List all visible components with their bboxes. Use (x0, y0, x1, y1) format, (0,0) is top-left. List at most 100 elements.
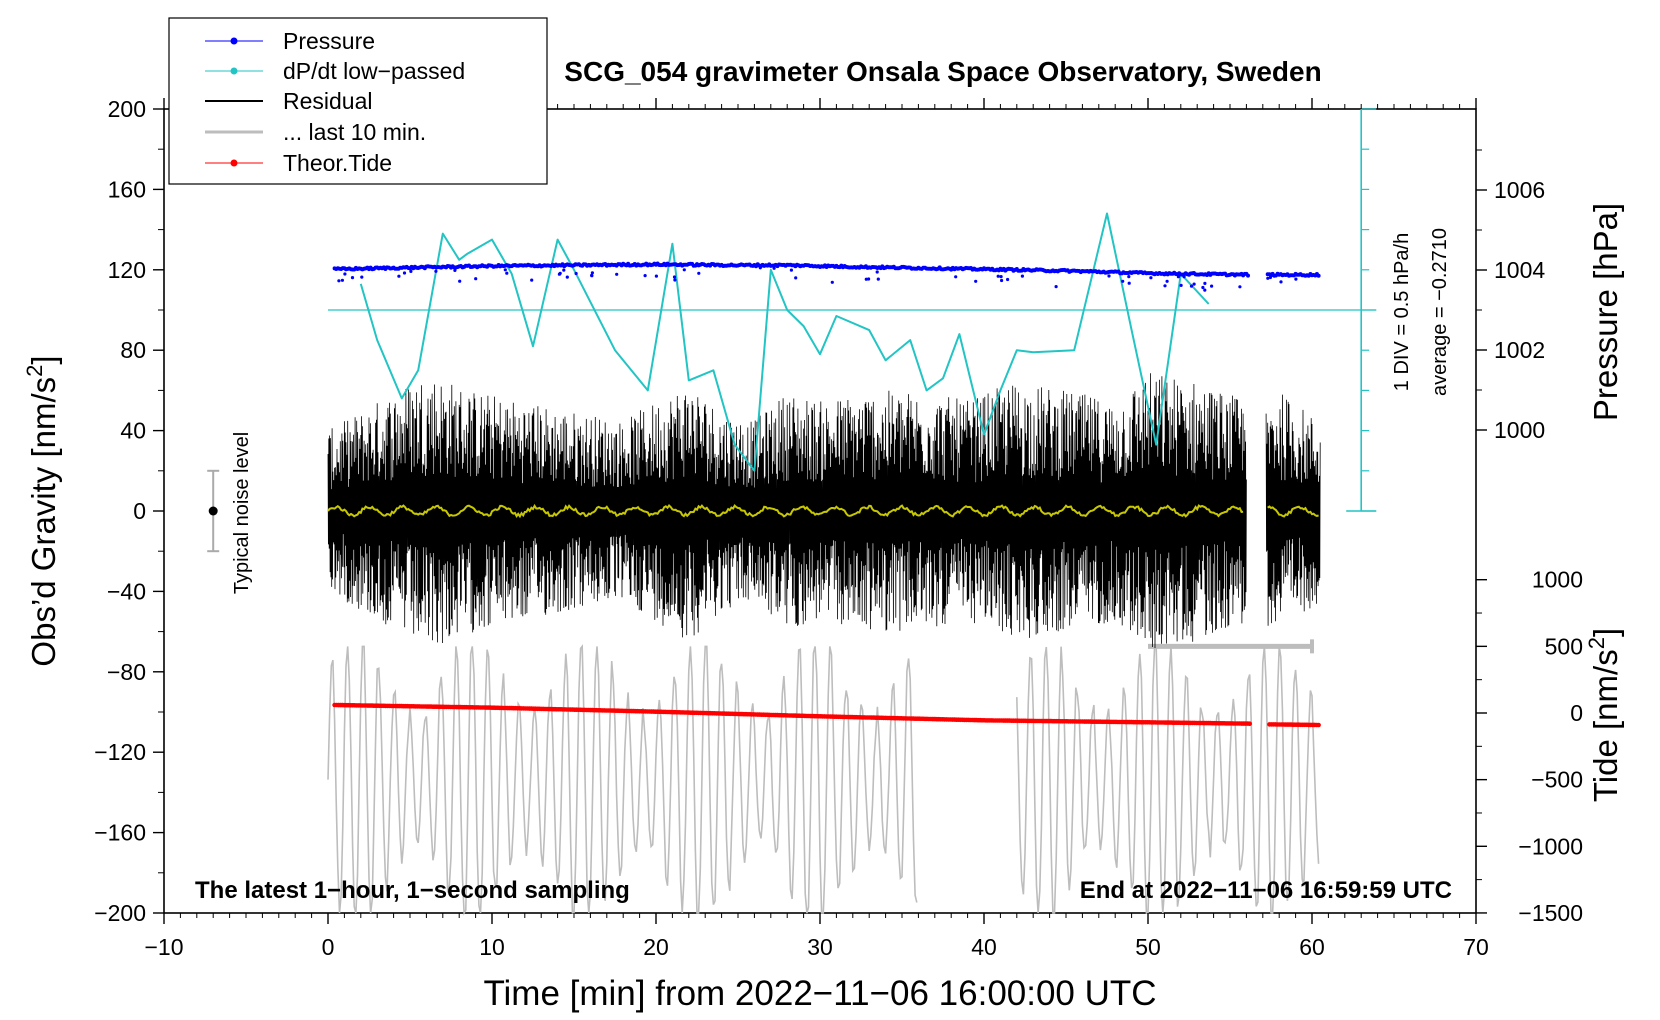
x-tick-label: 0 (322, 934, 335, 960)
pressure-outlier (1006, 277, 1010, 282)
pressure-outlier (503, 268, 507, 272)
pressure-outlier (1107, 274, 1111, 278)
pressure-outlier (1238, 285, 1242, 289)
y-tick-label: 40 (120, 418, 146, 444)
pressure-outlier (1266, 276, 1270, 280)
tide-point (1316, 722, 1321, 728)
tide-tick-label: −1500 (1518, 900, 1583, 926)
pressure-tick-label: 1006 (1494, 177, 1545, 203)
legend-item-last10: ... last 10 min. (205, 119, 426, 145)
legend-marker-pressure (230, 37, 238, 45)
noise-level-bar (207, 469, 220, 553)
pressure-outlier (643, 274, 647, 278)
pressure-outlier (876, 277, 880, 281)
pressure-outlier (402, 271, 407, 275)
y-axis-label-left: Obs’d Gravity [nm/s2] (22, 355, 62, 666)
tide-tick-label: 1000 (1532, 567, 1583, 593)
tide-tick-label: 500 (1545, 633, 1583, 659)
pressure-outlier (999, 275, 1003, 279)
pressure-outlier (615, 272, 619, 276)
legend-label-residual: Residual (283, 88, 373, 114)
pressure-outlier (1182, 275, 1186, 279)
pressure-outlier (1163, 284, 1167, 288)
pressure-outlier (1127, 275, 1131, 279)
pressure-outlier (397, 274, 401, 278)
y-axis-label-tide: Tide [nm/s2] (1584, 628, 1624, 802)
pressure-outlier (1179, 283, 1183, 287)
pressure-outlier (875, 270, 879, 274)
pressure-outlier (337, 279, 341, 283)
pressure-outlier (1127, 281, 1131, 285)
legend-marker-tide (230, 159, 238, 167)
pressure-outlier (1054, 285, 1058, 289)
pressure-series (332, 261, 1321, 292)
x-tick-label: 10 (479, 934, 505, 960)
legend-label-pressure: Pressure (283, 28, 375, 54)
pressure-outlier (565, 275, 569, 279)
pressure-outlier (1203, 288, 1207, 292)
chart-title: SCG_054 gravimeter Onsala Space Observat… (564, 56, 1321, 87)
pressure-outlier (1000, 278, 1004, 283)
pressure-tick-label: 1004 (1494, 257, 1545, 283)
annotation-dpdt-average: average = −0.2710 (1429, 228, 1451, 396)
pressure-outlier (697, 271, 701, 275)
pressure-outlier (1165, 279, 1169, 283)
pressure-outlier (590, 274, 594, 278)
noise-bar-dot (208, 506, 218, 516)
pressure-point (1246, 273, 1250, 278)
x-tick-label: 50 (1135, 934, 1161, 960)
pressure-outlier (530, 278, 534, 282)
axes-ticks: −10 0 10 20 30 40 50 60 70 200 160 120 80 40 0 −40 −80 −1… (94, 96, 1583, 960)
pressure-outlier (590, 271, 595, 275)
pressure-outlier (673, 278, 677, 282)
lowpass-line-segment-2 (1267, 505, 1319, 518)
tide-series (332, 702, 1321, 728)
y-tick-label: 200 (108, 96, 146, 122)
lowpass-line-segment-1 (327, 503, 1244, 519)
y-tick-label: 80 (120, 337, 146, 363)
pressure-outlier (996, 274, 1000, 278)
residual-series (327, 373, 1321, 649)
y-tick-label: 120 (108, 257, 146, 283)
legend-item-residual: Residual (205, 88, 373, 114)
pressure-outlier (562, 268, 566, 272)
pressure-outlier (1210, 284, 1214, 288)
pressure-outlier (672, 275, 677, 279)
annotation-end-time: End at 2022−11−06 16:59:59 UTC (1080, 877, 1452, 904)
annotation-noise-level: Typical noise level (231, 432, 253, 594)
last10-line-segment-1 (327, 644, 918, 916)
annotation-sampling: The latest 1−hour, 1−second sampling (195, 877, 630, 904)
pressure-outlier (1121, 279, 1125, 283)
tide-tick-label: 0 (1570, 700, 1583, 726)
y-axis-label-pressure: Pressure [hPa] (1587, 203, 1624, 421)
pressure-outlier (1279, 280, 1283, 284)
pressure-outlier (409, 269, 413, 273)
pressure-outlier (1189, 284, 1194, 288)
pressure-outlier (1020, 274, 1024, 278)
legend: Pressure dP/dt low−passed Residual ... l… (168, 17, 548, 185)
legend-item-dpdt: dP/dt low−passed (205, 58, 465, 84)
legend-marker-dpdt (230, 67, 238, 75)
y-tick-label: −120 (94, 739, 146, 765)
legend-item-pressure: Pressure (205, 28, 375, 54)
pressure-outlier (360, 275, 364, 279)
dpdt-line (359, 212, 1210, 472)
lowpass-series (327, 503, 1319, 519)
last10-line-segment-2 (1016, 645, 1320, 914)
pressure-tick-label: 1002 (1494, 337, 1545, 363)
x-tick-label: 70 (1463, 934, 1489, 960)
pressure-outlier (789, 268, 794, 272)
annotation-dpdt-div: 1 DIV = 0.5 hPa/h (1391, 233, 1413, 391)
tide-tick-label: −1000 (1518, 833, 1583, 859)
dpdt-scale-bar (328, 108, 1377, 512)
pressure-outlier (1201, 285, 1205, 290)
residual-line-segment-1 (327, 373, 1247, 649)
pressure-outlier (1192, 282, 1196, 286)
legend-label-dpdt: dP/dt low−passed (283, 58, 465, 84)
pressure-outlier (1149, 276, 1153, 280)
pressure-outlier (474, 277, 478, 281)
pressure-outlier (558, 271, 562, 275)
pressure-point (1316, 273, 1321, 278)
pressure-outlier (864, 277, 868, 281)
